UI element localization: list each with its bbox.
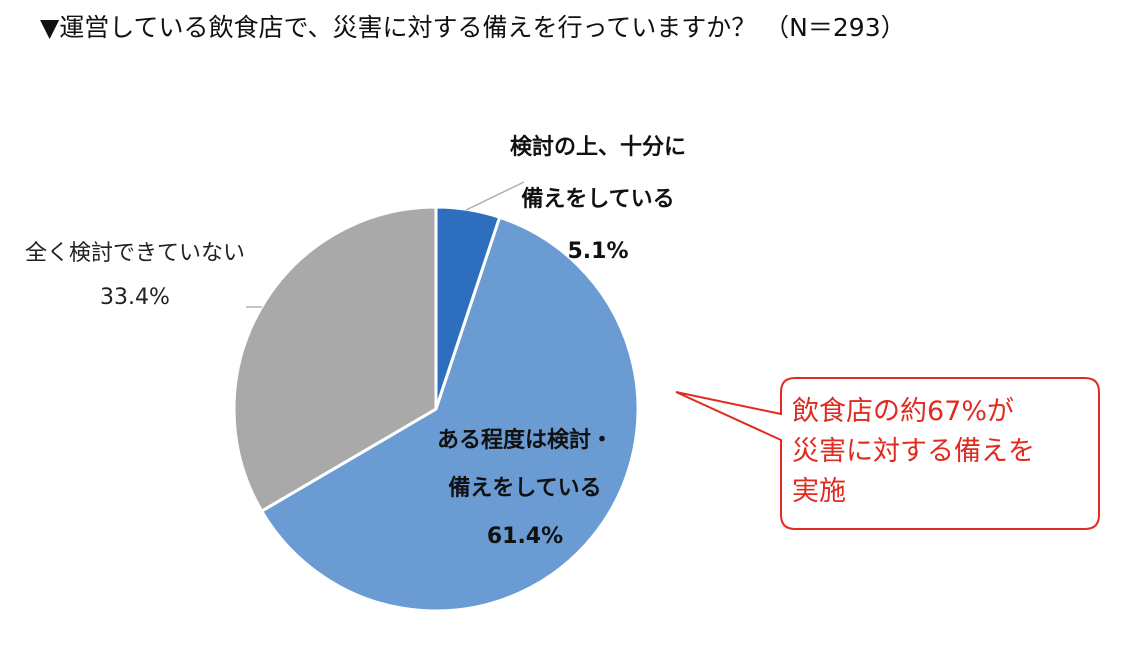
page-title: ▼運営している飲食店で、災害に対する備えを行っていますか？ （N＝293）: [40, 13, 906, 42]
callout-line: 災害に対する備えを: [792, 436, 1035, 467]
slice-percent: 33.4%: [100, 285, 170, 310]
slice-label-line: 全く検討できていない: [24, 241, 245, 266]
leader-line-fully-prepared: [465, 181, 525, 211]
slice-label-fully-prepared: 検討の上、十分に 備えをしている 5.1%: [478, 122, 718, 278]
callout-line: 飲食店の約67%が: [792, 396, 1015, 427]
slice-label-line: 備えをしている: [448, 476, 602, 501]
callout-text: 飲食店の約67%が 災害に対する備えを 実施: [792, 392, 1092, 512]
slice-label-line: ある程度は検討・: [436, 428, 613, 453]
slice-percent: 5.1%: [567, 239, 629, 264]
callout-box: [675, 377, 1100, 530]
slice-label-partially-prepared: ある程度は検討・ 備えをしている 61.4%: [400, 417, 650, 561]
callout-line: 実施: [792, 476, 846, 507]
slice-percent: 61.4%: [486, 524, 564, 549]
pie-slice-partially-prepared: [260, 215, 640, 613]
slice-label-line: 検討の上、十分に: [509, 135, 686, 160]
pie-slice-not-prepared: [232, 205, 438, 513]
slice-label-not-prepared: 全く検討できていない 33.4%: [0, 232, 270, 320]
slice-label-line: 備えをしている: [521, 187, 675, 212]
